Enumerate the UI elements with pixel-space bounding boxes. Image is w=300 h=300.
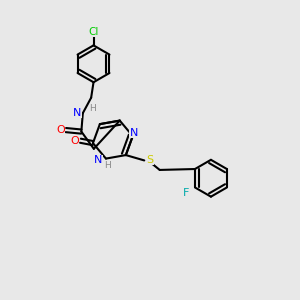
Text: O: O (70, 136, 79, 146)
Text: O: O (56, 125, 65, 135)
Text: F: F (183, 188, 189, 198)
Text: N: N (130, 128, 138, 137)
Text: N: N (94, 155, 102, 165)
Text: S: S (147, 155, 154, 165)
Text: H: H (104, 160, 111, 169)
Text: Cl: Cl (88, 27, 99, 37)
Text: H: H (89, 104, 96, 113)
Text: N: N (73, 108, 81, 118)
